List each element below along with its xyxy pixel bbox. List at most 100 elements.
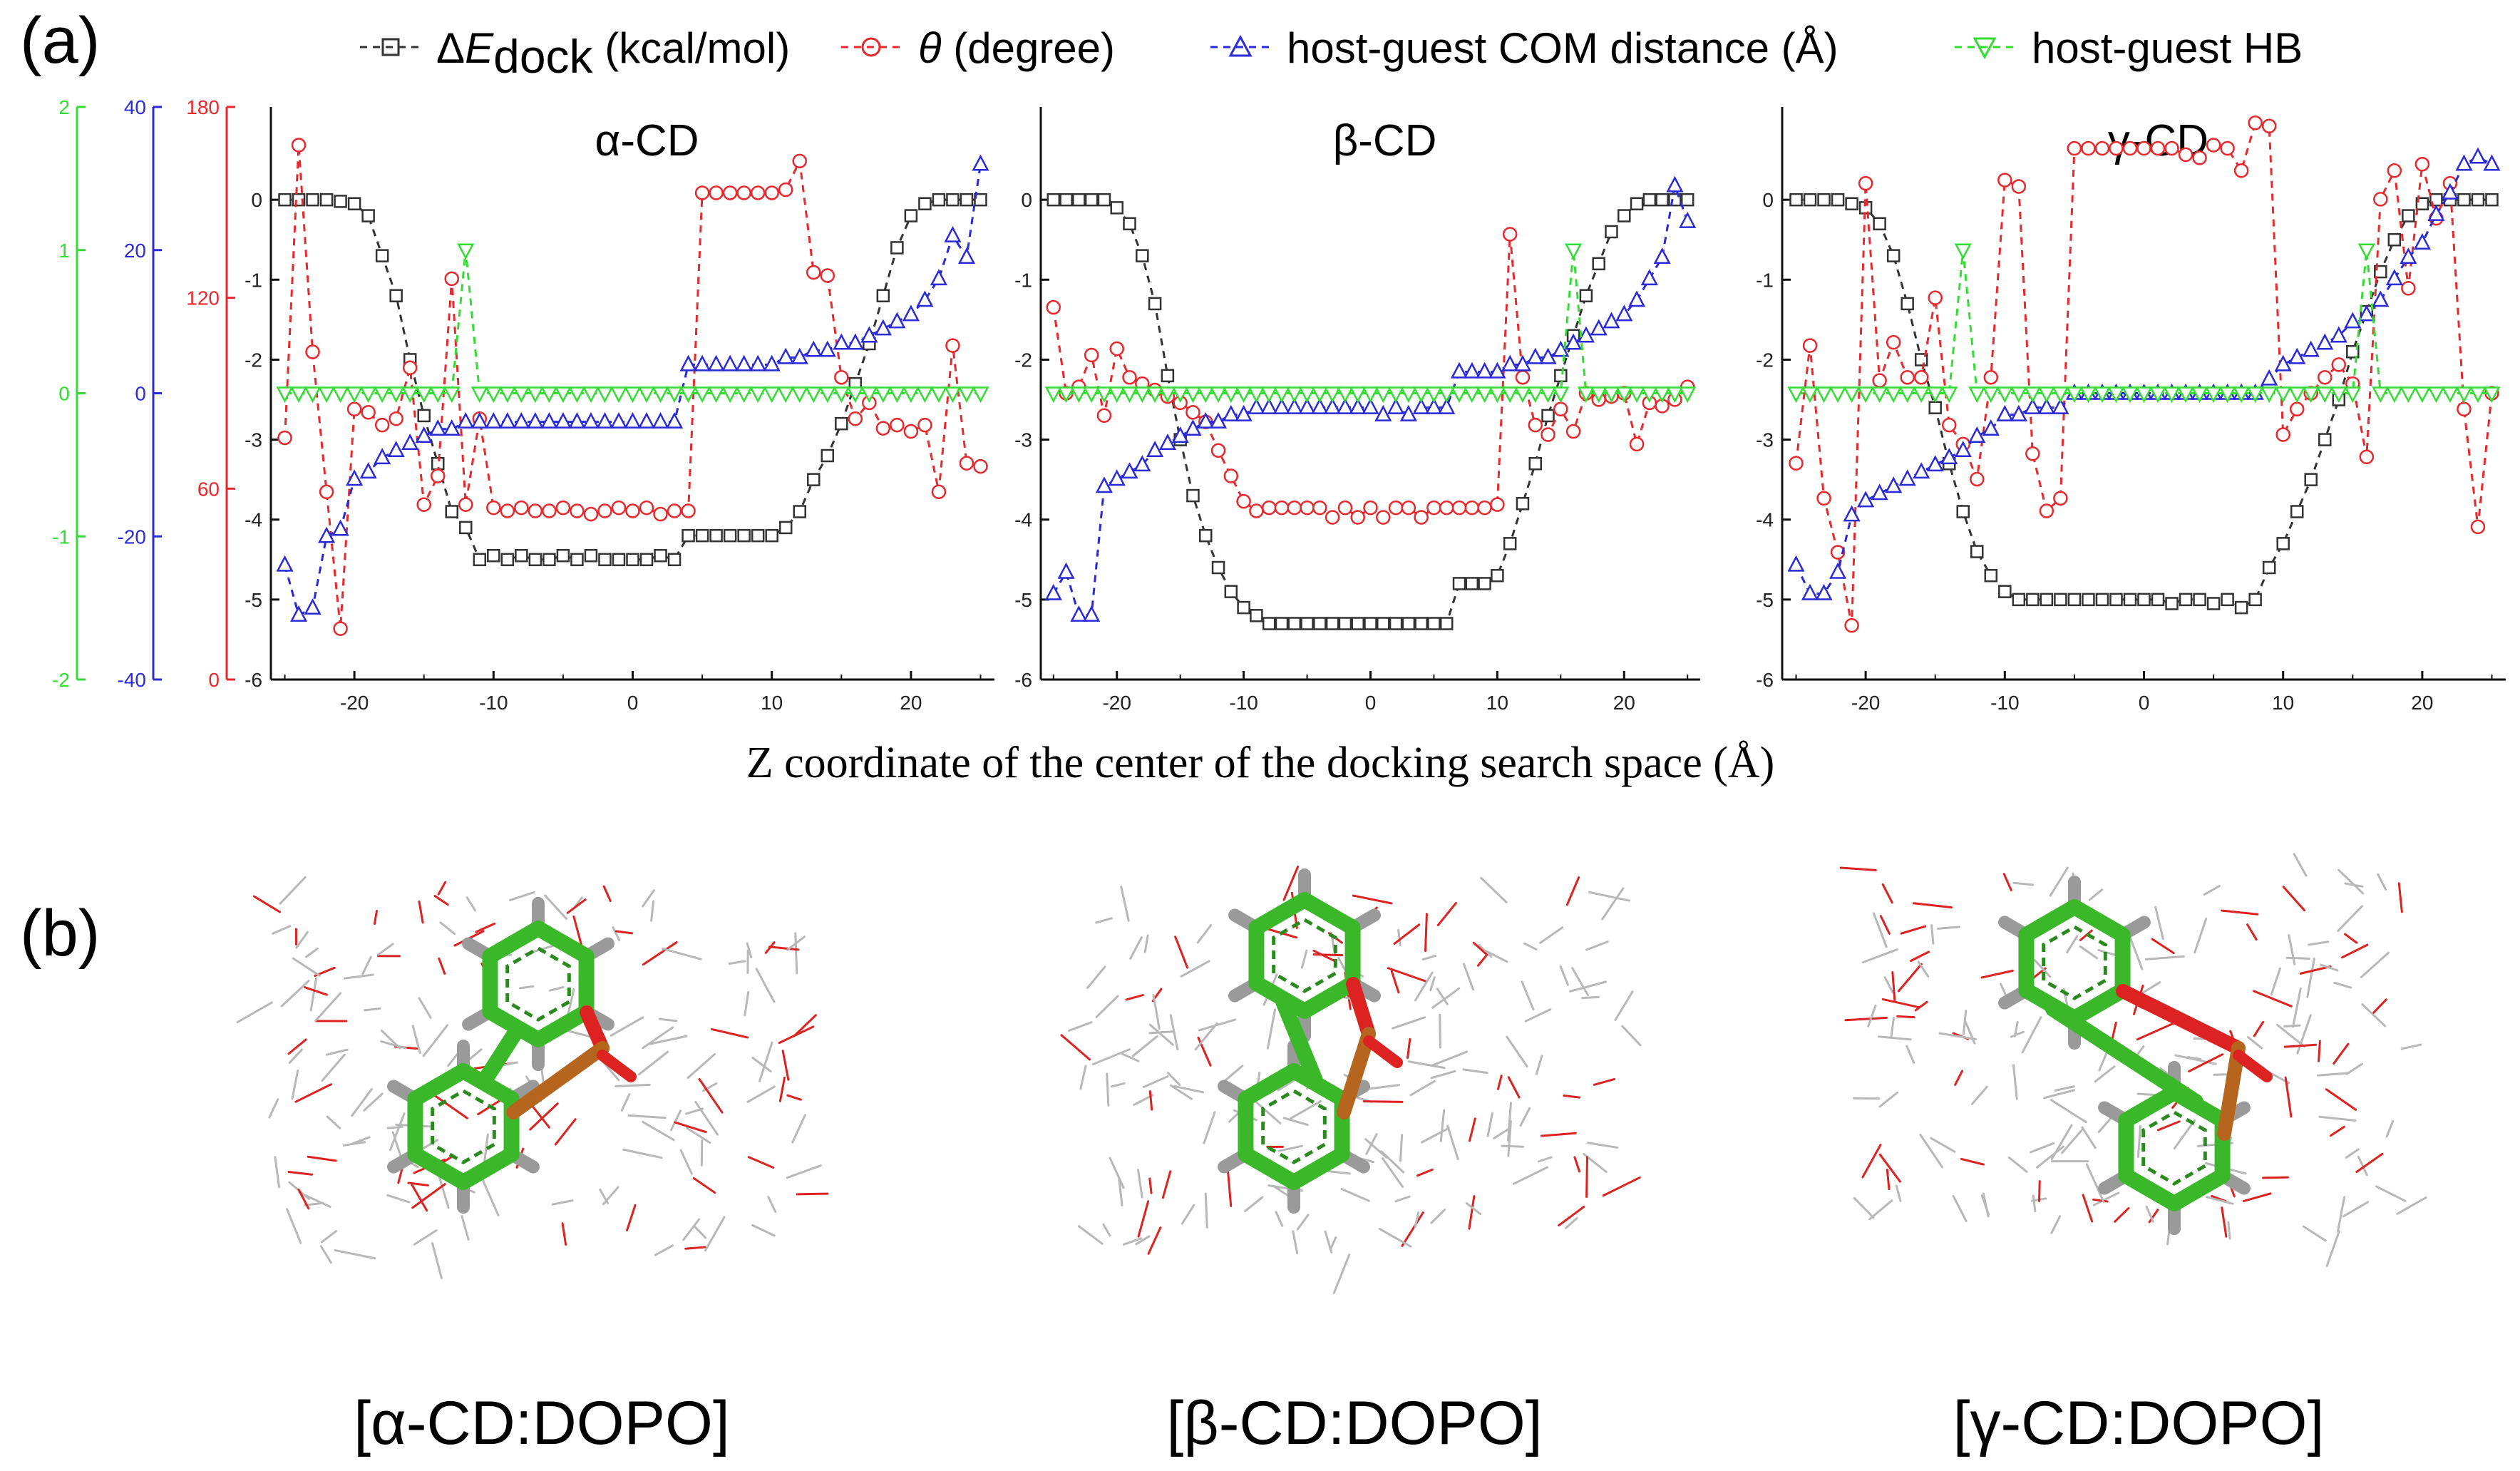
data-point — [818, 340, 836, 357]
host-bond — [1060, 1034, 1091, 1061]
circle-marker-icon — [861, 37, 881, 57]
molecule-1: [α-CD:DOPO] — [236, 876, 829, 1457]
host-bond — [2361, 1003, 2387, 1027]
benzene-ring — [2018, 899, 2131, 1026]
host-bond — [649, 1035, 688, 1045]
host-bond — [1558, 1206, 1585, 1227]
data-point — [1886, 334, 1901, 350]
data-point — [1789, 456, 1804, 471]
host-bond — [1910, 950, 1930, 963]
host-bond — [1507, 1119, 1512, 1157]
data-point — [2413, 233, 2431, 250]
host-bond — [642, 940, 678, 966]
host-bond — [626, 1204, 637, 1231]
host-bond — [1390, 970, 1400, 994]
host-bond — [1507, 1102, 1512, 1142]
data-point — [2470, 519, 2486, 535]
host-bond — [1387, 967, 1427, 983]
data-point — [2082, 593, 2095, 607]
host-bond — [2342, 1201, 2370, 1218]
data-point — [582, 386, 600, 404]
host-bond — [755, 968, 776, 1003]
data-point — [1831, 193, 1845, 207]
data-point — [1223, 468, 1239, 483]
host-bond — [566, 898, 587, 914]
host-bond — [2282, 886, 2306, 912]
series-com — [1044, 175, 1697, 622]
data-point — [2457, 193, 2471, 207]
data-point — [375, 249, 389, 262]
data-point — [2357, 304, 2375, 322]
data-point — [1260, 397, 1278, 414]
data-point — [1539, 347, 1557, 364]
host-bond — [2360, 951, 2390, 978]
data-point — [2121, 386, 2139, 404]
data-point — [1452, 577, 1466, 590]
host-bond — [1602, 1176, 1641, 1197]
host-bond — [1980, 969, 2014, 979]
host-bond — [1180, 960, 1210, 978]
data-point — [805, 340, 823, 357]
p-o-bond — [597, 1050, 637, 1082]
data-point — [1541, 427, 1555, 442]
chart-panel-2: 0 -1 -2 -3 -4 -5 -6 -20 -10 0 10 20 β-CD — [1014, 107, 1700, 714]
data-point — [2123, 593, 2137, 607]
host-bond — [1588, 891, 1630, 902]
host-bond — [1397, 928, 1402, 946]
data-point — [1197, 411, 1215, 429]
host-bond — [614, 930, 634, 935]
hb-axis: 2 1 0 -1 -2 — [52, 96, 86, 691]
data-point — [960, 193, 974, 207]
data-point — [359, 386, 377, 404]
host-bond — [482, 1179, 500, 1216]
data-point — [2469, 386, 2487, 404]
data-point — [1615, 386, 1633, 404]
data-point — [944, 386, 962, 404]
data-point — [1926, 386, 1944, 404]
panel-b-label: (b) — [20, 897, 100, 970]
data-point — [289, 605, 308, 622]
data-point — [1655, 193, 1669, 207]
host-bond — [602, 1186, 619, 1206]
host-bond — [1337, 956, 1347, 972]
host-bond — [529, 1102, 559, 1131]
data-point — [277, 430, 292, 446]
panel-a-label: (a) — [20, 4, 100, 77]
host-bond — [1439, 1013, 1441, 1049]
host-bond — [1414, 1211, 1420, 1229]
host-bond — [1937, 926, 1960, 930]
data-point — [1680, 193, 1694, 207]
host-bond — [2012, 881, 2035, 886]
data-point — [1630, 197, 1644, 210]
aromatic-ring — [2042, 925, 2107, 1000]
data-point — [624, 411, 642, 429]
host-bond — [2242, 1192, 2272, 1202]
series-E — [278, 193, 987, 567]
data-point — [791, 347, 808, 364]
data-point — [888, 386, 906, 404]
data-point — [1803, 193, 1817, 207]
data-point — [2276, 537, 2290, 550]
host-bond — [1429, 976, 1436, 992]
data-point — [637, 386, 656, 404]
x-tick-label: 20 — [1613, 692, 1635, 714]
p-o-bond — [2233, 1050, 2273, 1082]
data-point — [1501, 386, 1519, 404]
data-point — [1285, 386, 1303, 404]
data-point — [1387, 397, 1405, 414]
data-point — [973, 458, 988, 474]
data-point — [598, 553, 612, 567]
x-tick-label: 20 — [2411, 692, 2433, 714]
host-bond — [1109, 1157, 1125, 1189]
host-bond — [1521, 980, 1535, 1011]
data-point — [374, 386, 391, 404]
host-bond — [2375, 1185, 2407, 1202]
data-point — [500, 503, 515, 518]
data-point — [1488, 362, 1506, 379]
data-point — [1248, 397, 1265, 414]
data-point — [1095, 386, 1114, 404]
data-point — [1815, 386, 1833, 404]
host-bond — [1393, 923, 1421, 945]
host-bond — [1954, 1070, 1964, 1086]
host-bond — [2154, 906, 2164, 940]
